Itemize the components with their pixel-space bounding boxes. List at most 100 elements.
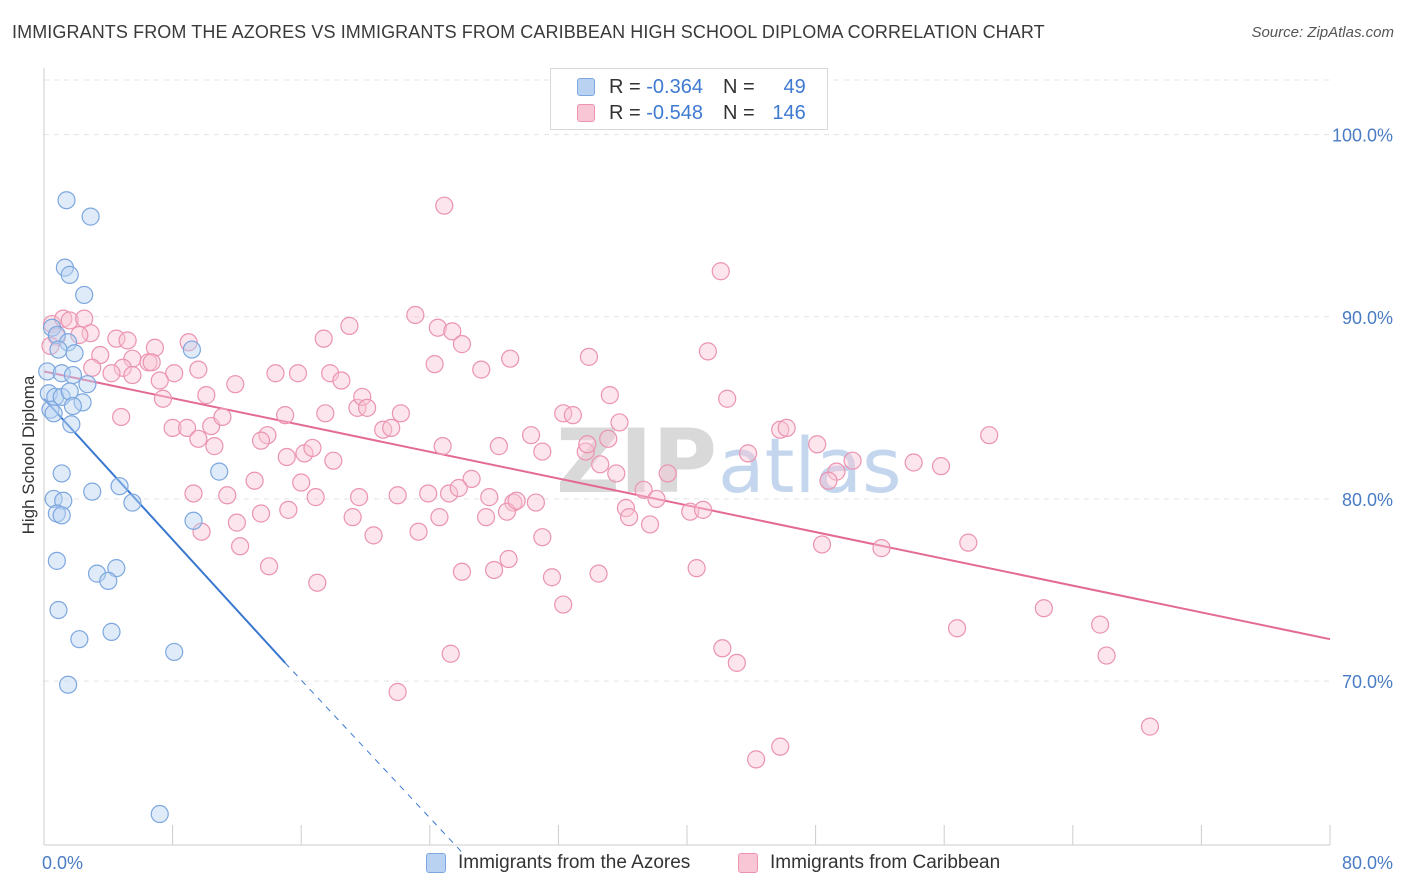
point-caribbean	[218, 486, 237, 505]
legend-n-label: N =	[722, 101, 755, 124]
y-tick-labels: 70.0% 80.0% 90.0% 100.0%	[1332, 126, 1393, 692]
y-axis-label: High School Diploma	[19, 375, 38, 534]
point-azores	[73, 393, 92, 412]
point-caribbean	[197, 386, 216, 405]
point-caribbean	[711, 262, 730, 281]
point-caribbean	[462, 469, 481, 488]
point-caribbean	[713, 639, 732, 658]
point-caribbean	[591, 455, 610, 474]
point-caribbean	[472, 360, 491, 379]
point-caribbean	[324, 451, 343, 470]
point-caribbean	[504, 493, 523, 512]
point-caribbean	[771, 737, 790, 756]
point-azores	[49, 600, 68, 620]
point-caribbean	[931, 457, 951, 476]
x-tick-labels: 0.0% 80.0%	[42, 853, 1393, 873]
point-caribbean	[777, 418, 796, 437]
point-caribbean	[349, 488, 369, 507]
point-caribbean	[904, 453, 923, 472]
point-azores	[60, 382, 79, 401]
series-legend-azores[interactable]: Immigrants from the Azores	[426, 852, 690, 874]
point-caribbean	[554, 595, 573, 614]
point-caribbean	[102, 364, 121, 383]
point-caribbean	[165, 364, 184, 383]
point-azores	[102, 622, 121, 641]
series-label-azores: Immigrants from the Azores	[458, 852, 691, 873]
point-caribbean	[123, 365, 142, 385]
point-caribbean	[153, 389, 173, 408]
watermark: ZIP atlas	[556, 410, 902, 513]
point-caribbean	[808, 435, 827, 454]
point-caribbean	[687, 559, 706, 578]
x-tick-label: 80.0%	[1342, 853, 1393, 873]
point-caribbean	[231, 537, 250, 556]
series-legend-caribbean[interactable]: Immigrants from Caribbean	[738, 852, 1000, 874]
point-caribbean	[600, 386, 619, 405]
watermark-zip: ZIP	[556, 410, 717, 513]
point-caribbean	[163, 418, 182, 437]
point-caribbean	[308, 573, 327, 592]
point-azores	[110, 477, 129, 496]
trend-line-azores	[43, 398, 286, 664]
y-tick-label: 90.0%	[1342, 308, 1393, 328]
point-azores	[52, 364, 71, 383]
point-azores	[49, 340, 68, 359]
point-azores	[59, 675, 78, 694]
point-azores	[60, 265, 79, 284]
point-caribbean	[634, 480, 653, 499]
point-caribbean	[435, 196, 454, 215]
point-caribbean	[358, 398, 377, 417]
point-caribbean	[872, 539, 891, 558]
point-caribbean	[599, 429, 618, 448]
point-caribbean	[259, 557, 279, 576]
trend-line-caribbean	[43, 370, 1331, 641]
data-points	[38, 191, 1160, 824]
legend-swatch-azores	[577, 78, 595, 96]
point-caribbean	[947, 619, 967, 638]
point-caribbean	[576, 442, 595, 461]
point-caribbean	[698, 342, 717, 361]
point-caribbean	[205, 437, 224, 456]
stats-legend: R = -0.364 N = 49 R = -0.548 N = 146	[550, 68, 828, 130]
point-caribbean	[348, 398, 367, 417]
point-caribbean	[563, 406, 582, 425]
y-tick-label: 80.0%	[1342, 490, 1393, 510]
point-caribbean	[266, 364, 285, 383]
point-caribbean	[1140, 717, 1160, 736]
point-azores	[165, 642, 184, 662]
point-caribbean	[382, 418, 401, 437]
point-caribbean	[276, 406, 295, 425]
point-caribbean	[620, 508, 639, 527]
point-azores	[62, 415, 81, 434]
point-caribbean	[430, 508, 449, 527]
legend-r-label: R =	[609, 75, 641, 98]
point-azores	[78, 375, 97, 394]
point-caribbean	[83, 358, 102, 377]
legend-r-value-azores: -0.364	[646, 75, 703, 98]
point-azores	[210, 462, 229, 481]
legend-n-label: N =	[722, 75, 755, 98]
point-caribbean	[452, 562, 472, 581]
point-caribbean	[292, 473, 311, 492]
point-caribbean	[533, 442, 552, 461]
point-caribbean	[526, 493, 545, 512]
point-caribbean	[485, 560, 504, 580]
point-caribbean	[142, 353, 161, 372]
point-caribbean	[303, 438, 322, 458]
point-azores	[47, 325, 66, 345]
point-caribbean	[112, 407, 131, 427]
point-caribbean	[640, 515, 660, 534]
point-caribbean	[189, 360, 208, 379]
point-caribbean	[507, 491, 526, 510]
point-azores	[150, 804, 169, 824]
legend-n-value-caribbean: 146	[772, 101, 806, 124]
point-caribbean	[439, 484, 459, 503]
point-caribbean	[812, 535, 832, 554]
point-caribbean	[316, 404, 335, 423]
legend-n-value-azores: 49	[783, 75, 806, 98]
point-caribbean	[542, 568, 562, 587]
point-caribbean	[340, 316, 359, 335]
point-azores	[47, 551, 66, 570]
point-caribbean	[321, 364, 340, 383]
point-azores	[44, 404, 63, 423]
